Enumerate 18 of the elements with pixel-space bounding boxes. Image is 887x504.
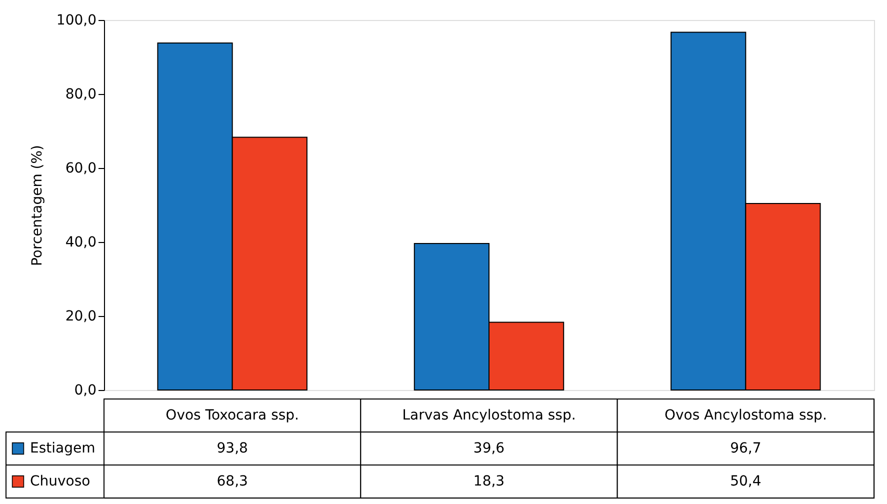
legend-label: Estiagem [30,440,96,456]
y-tick-label: 0,0 [74,382,96,398]
data-label: 18,3 [473,474,505,490]
y-tick-label: 80,0 [65,86,96,102]
x-tick-label: Ovos Ancylostoma ssp. [664,408,827,424]
y-axis-title: Porcentagem (%) [29,144,46,266]
data-label: 96,7 [730,440,762,456]
data-label: 68,3 [216,474,248,490]
y-tick-label: 100,0 [56,12,96,28]
x-tick-label: Larvas Ancylostoma ssp. [402,408,576,424]
y-tick-label: 40,0 [65,234,96,250]
y-tick-label: 20,0 [65,308,96,324]
y-tick-label: 60,0 [65,160,96,176]
legend-label: Chuvoso [30,474,90,490]
data-label: 93,8 [216,440,248,456]
x-tick-label: Ovos Toxocara ssp. [166,408,299,424]
data-label: 50,4 [730,474,762,490]
data-label: 39,6 [473,440,505,456]
